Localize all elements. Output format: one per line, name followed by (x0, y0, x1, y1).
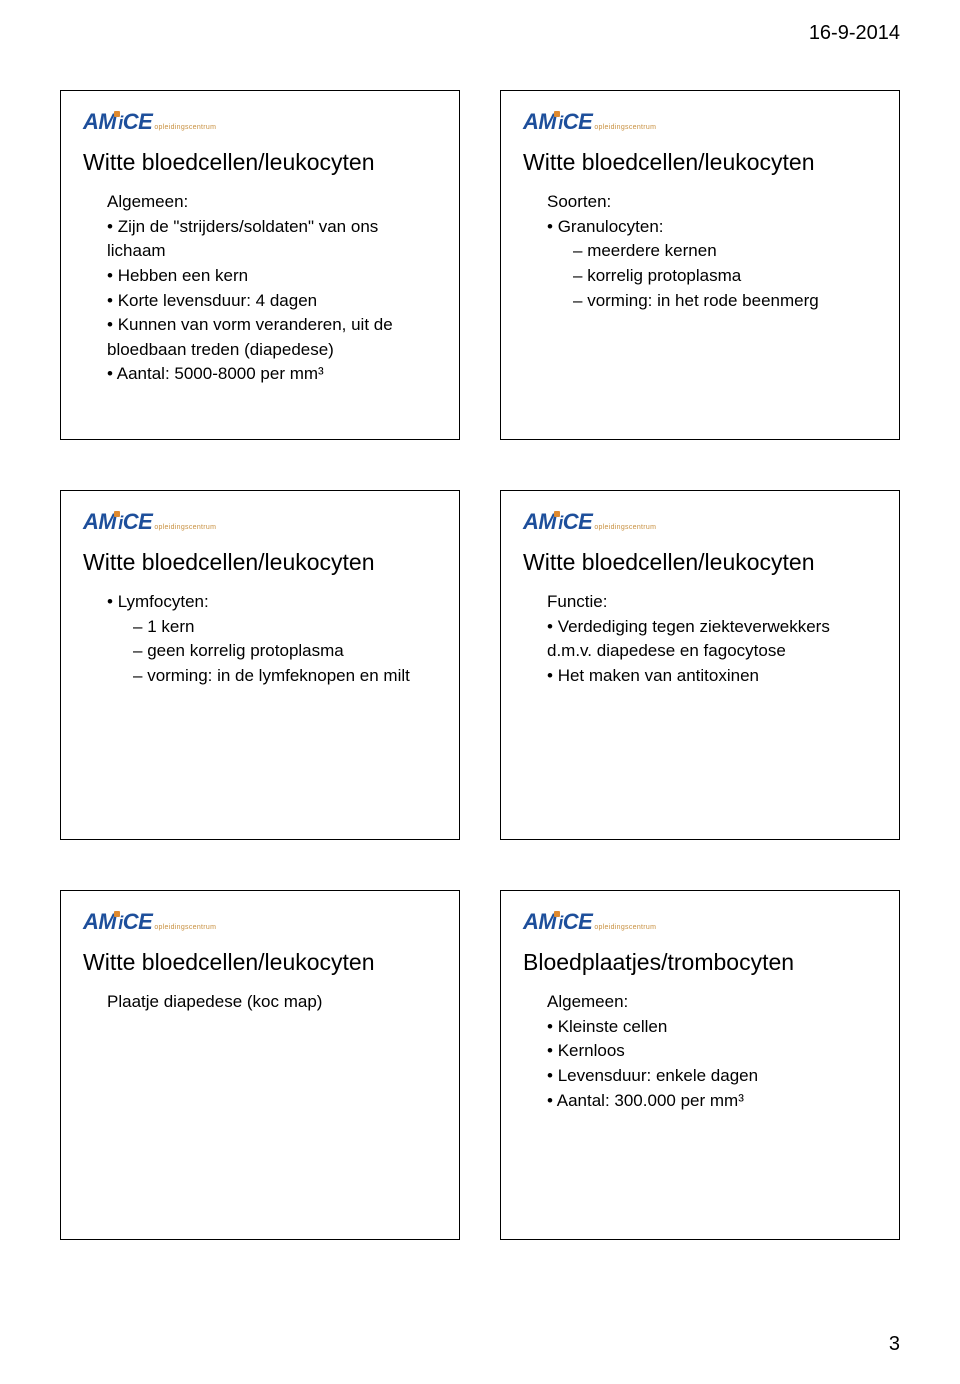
content-line: Plaatje diapedese (koc map) (107, 990, 437, 1015)
content-line: Algemeen: (107, 190, 437, 215)
slide: AMiCEopleidingscentrum Witte bloedcellen… (60, 890, 460, 1240)
slide: AMiCEopleidingscentrum Witte bloedcellen… (60, 490, 460, 840)
content-line: Kunnen van vorm veranderen, uit de bloed… (107, 313, 437, 362)
content-line: Kernloos (547, 1039, 877, 1064)
slide-content: Functie: Verdediging tegen ziekteverwekk… (523, 590, 877, 689)
content-line: 1 kern (133, 615, 437, 640)
content-line: Korte levensduur: 4 dagen (107, 289, 437, 314)
content-line: vorming: in het rode beenmerg (573, 289, 877, 314)
slide-title: Bloedplaatjes/trombocyten (523, 949, 877, 976)
brand-logo: AMiCEopleidingscentrum (523, 109, 877, 135)
content-line: Algemeen: (547, 990, 877, 1015)
content-line: Levensduur: enkele dagen (547, 1064, 877, 1089)
brand-logo: AMiCEopleidingscentrum (523, 909, 877, 935)
slide-grid: AMiCEopleidingscentrum Witte bloedcellen… (60, 90, 900, 1240)
logo-subtext: opleidingscentrum (594, 924, 656, 931)
content-line: geen korrelig protoplasma (133, 639, 437, 664)
slide-content: Algemeen: Kleinste cellen Kernloos Leven… (523, 990, 877, 1113)
content-line: korrelig protoplasma (573, 264, 877, 289)
slide-title: Witte bloedcellen/leukocyten (83, 949, 437, 976)
content-line: Het maken van antitoxinen (547, 664, 877, 689)
slide: AMiCEopleidingscentrum Bloedplaatjes/tro… (500, 890, 900, 1240)
header-date: 16-9-2014 (809, 22, 900, 45)
content-line: Verdediging tegen ziekteverwekkers d.m.v… (547, 615, 877, 664)
logo-subtext: opleidingscentrum (154, 124, 216, 131)
brand-logo: AMiCEopleidingscentrum (83, 909, 437, 935)
brand-logo: AMiCEopleidingscentrum (83, 509, 437, 535)
slide: AMiCEopleidingscentrum Witte bloedcellen… (500, 90, 900, 440)
slide-title: Witte bloedcellen/leukocyten (523, 149, 877, 176)
content-line: Lymfocyten: (107, 590, 437, 615)
content-line: Zijn de "strijders/soldaten" van ons lic… (107, 215, 437, 264)
content-line: Aantal: 300.000 per mm³ (547, 1089, 877, 1114)
slide: AMiCEopleidingscentrum Witte bloedcellen… (60, 90, 460, 440)
slide-title: Witte bloedcellen/leukocyten (83, 549, 437, 576)
slide-content: Lymfocyten: 1 kern geen korrelig protopl… (83, 590, 437, 689)
slide-content: Soorten: Granulocyten: meerdere kernen k… (523, 190, 877, 313)
slide-title: Witte bloedcellen/leukocyten (83, 149, 437, 176)
logo-subtext: opleidingscentrum (154, 524, 216, 531)
content-line: Kleinste cellen (547, 1015, 877, 1040)
page-number: 3 (889, 1333, 900, 1356)
logo-subtext: opleidingscentrum (594, 124, 656, 131)
content-line: meerdere kernen (573, 239, 877, 264)
slide-content: Plaatje diapedese (koc map) (83, 990, 437, 1015)
content-line: Soorten: (547, 190, 877, 215)
logo-subtext: opleidingscentrum (154, 924, 216, 931)
content-line: Granulocyten: (547, 215, 877, 240)
brand-logo: AMiCEopleidingscentrum (83, 109, 437, 135)
slide-title: Witte bloedcellen/leukocyten (523, 549, 877, 576)
brand-logo: AMiCEopleidingscentrum (523, 509, 877, 535)
content-line: Functie: (547, 590, 877, 615)
content-line: vorming: in de lymfeknopen en milt (133, 664, 437, 689)
content-line: Aantal: 5000-8000 per mm³ (107, 362, 437, 387)
content-line: Hebben een kern (107, 264, 437, 289)
logo-subtext: opleidingscentrum (594, 524, 656, 531)
slide: AMiCEopleidingscentrum Witte bloedcellen… (500, 490, 900, 840)
slide-content: Algemeen: Zijn de "strijders/soldaten" v… (83, 190, 437, 387)
